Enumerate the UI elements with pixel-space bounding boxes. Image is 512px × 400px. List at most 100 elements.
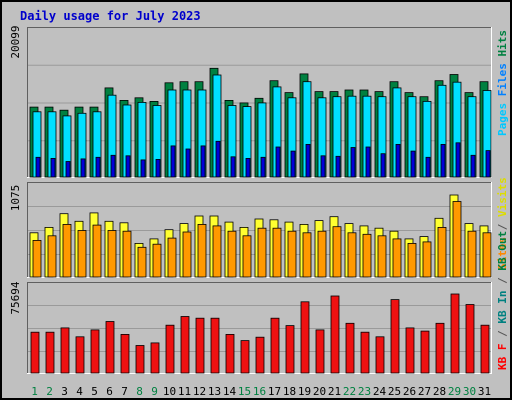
bar-kbf-day-14 (225, 333, 235, 374)
bar-kbf-day-1 (30, 331, 40, 374)
legend-item: KB In (496, 291, 509, 331)
bar-pages-day-11 (185, 148, 191, 178)
bar-kbf-day-16 (255, 336, 265, 374)
day-label-10: 10 (163, 385, 176, 398)
bar-sites-day-10 (167, 237, 177, 278)
bar-sites-day-27 (422, 241, 432, 278)
bar-pages-day-25 (395, 143, 401, 178)
bar-kbf-day-19 (300, 301, 310, 374)
bar-kbf-day-8 (135, 345, 145, 374)
day-label-8: 8 (136, 385, 143, 398)
legend-item: KB Out (496, 231, 509, 277)
day-label-23: 23 (358, 385, 371, 398)
day-label-31: 31 (478, 385, 491, 398)
bar-kbf-day-2 (45, 331, 55, 374)
day-label-2: 2 (46, 385, 53, 398)
bar-kbf-day-26 (405, 327, 415, 374)
bar-pages-day-5 (95, 156, 101, 178)
day-label-28: 28 (433, 385, 446, 398)
legend-item: KB F (496, 344, 509, 371)
bar-pages-day-13 (215, 140, 221, 178)
bar-sites-day-15 (242, 235, 252, 278)
day-label-7: 7 (121, 385, 128, 398)
legend-item: Files (496, 63, 509, 103)
bar-pages-day-28 (440, 143, 446, 178)
chart-title: Daily usage for July 2023 (20, 9, 201, 23)
scale-label-2: 75694 (9, 281, 22, 314)
bar-sites-day-14 (227, 230, 237, 278)
bar-pages-day-12 (200, 145, 206, 178)
bar-sites-day-11 (182, 231, 192, 278)
day-label-20: 20 (313, 385, 326, 398)
bar-pages-day-24 (380, 153, 386, 178)
bar-kbf-day-24 (375, 336, 385, 374)
day-label-29: 29 (448, 385, 461, 398)
day-label-21: 21 (328, 385, 341, 398)
day-label-13: 13 (208, 385, 221, 398)
bar-pages-day-6 (110, 154, 116, 178)
legend-item: / (496, 330, 509, 344)
bar-pages-day-4 (80, 158, 86, 178)
bar-kbf-day-31 (480, 324, 490, 374)
bar-kbf-day-9 (150, 342, 160, 374)
bar-sites-day-21 (332, 226, 342, 278)
bar-pages-day-9 (155, 158, 161, 178)
bar-kbf-day-30 (465, 304, 475, 374)
day-label-11: 11 (178, 385, 191, 398)
day-label-12: 12 (193, 385, 206, 398)
bar-kbf-day-6 (105, 321, 115, 374)
legend-kbytes: KB F / KB In / KB Out (496, 231, 509, 370)
day-label-19: 19 (298, 385, 311, 398)
bar-sites-day-28 (437, 226, 447, 278)
bar-pages-day-7 (125, 155, 131, 178)
day-label-26: 26 (403, 385, 416, 398)
legend-item: Sites (496, 237, 509, 270)
bar-kbf-day-12 (195, 317, 205, 374)
legend-hits-files-pages: Pages Files Hits (496, 30, 509, 136)
day-label-4: 4 (76, 385, 83, 398)
day-label-27: 27 (418, 385, 431, 398)
legend-item: / (496, 277, 509, 291)
bar-sites-day-4 (77, 230, 87, 278)
day-label-30: 30 (463, 385, 476, 398)
bar-kbf-day-11 (180, 316, 190, 374)
bar-pages-day-30 (470, 154, 476, 178)
bar-pages-day-16 (260, 156, 266, 178)
bar-pages-day-2 (50, 157, 56, 178)
day-label-14: 14 (223, 385, 237, 398)
bar-sites-day-23 (362, 233, 372, 278)
bar-sites-day-2 (47, 235, 57, 278)
bar-sites-day-20 (317, 230, 327, 278)
bar-sites-day-6 (107, 230, 117, 278)
bar-sites-day-7 (122, 230, 132, 278)
bar-pages-day-26 (410, 150, 416, 178)
bar-kbf-day-23 (360, 331, 370, 374)
bar-kbf-day-10 (165, 324, 175, 374)
day-label-17: 17 (268, 385, 281, 398)
day-label-15: 15 (238, 385, 251, 398)
bar-sites-day-8 (137, 246, 147, 278)
bar-sites-day-1 (32, 239, 42, 278)
legend-visits-sites: Sites / Visits (496, 177, 509, 270)
bar-kbf-day-13 (210, 317, 220, 374)
bar-pages-day-23 (365, 146, 371, 178)
bar-sites-day-16 (257, 227, 267, 278)
bar-kbf-day-27 (420, 330, 430, 374)
bar-sites-day-19 (302, 232, 312, 278)
bar-sites-day-31 (482, 232, 492, 278)
bar-kbf-day-5 (90, 329, 100, 374)
bar-pages-day-15 (245, 157, 251, 178)
bar-kbf-day-18 (285, 325, 295, 374)
bar-sites-day-13 (212, 225, 222, 278)
scale-label-1: 1075 (9, 185, 22, 212)
bar-kbf-day-4 (75, 336, 85, 374)
bar-sites-day-25 (392, 238, 402, 278)
bar-sites-day-24 (377, 235, 387, 278)
day-label-5: 5 (91, 385, 98, 398)
bar-kbf-day-15 (240, 340, 250, 374)
bar-sites-day-30 (467, 230, 477, 278)
legend-item: / (496, 223, 509, 237)
bar-sites-day-26 (407, 242, 417, 278)
bar-kbf-day-20 (315, 329, 325, 374)
